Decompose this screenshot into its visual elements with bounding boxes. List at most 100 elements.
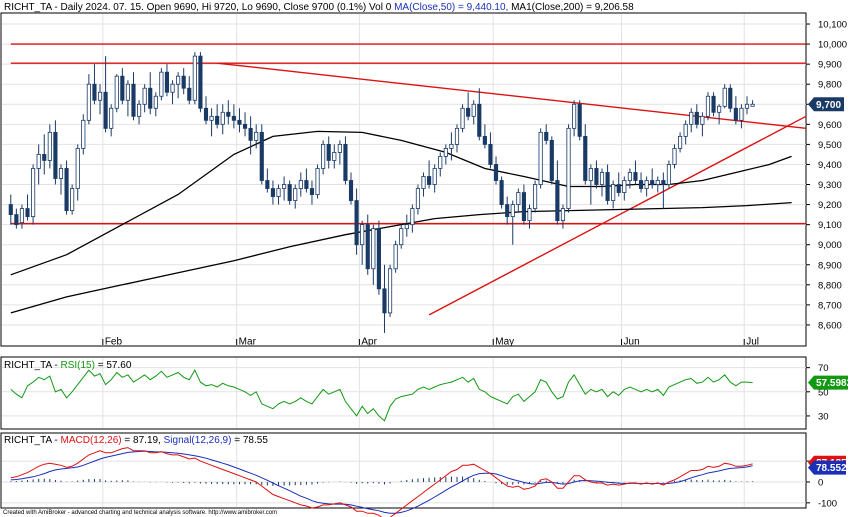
candle <box>36 144 41 185</box>
candle-body <box>432 168 437 185</box>
rsi-tick-label: 50 <box>818 387 829 398</box>
signal-last-tag-label: 78.552 <box>816 463 847 474</box>
candle <box>700 112 705 137</box>
candle-body <box>70 188 75 211</box>
candle-body <box>198 55 203 109</box>
candle-body <box>683 123 688 137</box>
candle <box>739 104 744 129</box>
candle <box>254 124 259 149</box>
candle <box>544 124 549 145</box>
rsi-value: = 57.60 <box>95 360 132 371</box>
candle-body <box>549 139 554 181</box>
candle-body <box>348 180 354 201</box>
rsi-series <box>10 369 753 422</box>
candle <box>549 136 554 185</box>
candle-body <box>315 168 320 195</box>
candle <box>410 204 415 233</box>
candle <box>125 80 130 117</box>
candle <box>399 224 404 249</box>
candle-body <box>438 156 443 169</box>
month-axis: Feb Mar Apr May Jun Jul <box>102 337 759 348</box>
candle <box>650 168 655 189</box>
candle-body <box>25 208 30 218</box>
price-last-tag-label: 9,700 <box>816 100 841 111</box>
candle <box>287 180 292 205</box>
month-label: Jun <box>624 337 640 348</box>
candle <box>404 214 409 237</box>
price-last-tag: 9,700 <box>808 97 844 112</box>
candle <box>198 52 203 113</box>
candle <box>382 264 387 333</box>
candle-body <box>19 208 25 224</box>
candle <box>443 144 448 165</box>
price-tick-label: 8,700 <box>818 300 842 311</box>
candle-body <box>53 131 58 179</box>
rsi-header: RICHT_TA - RSI(15) = 57.60 <box>4 360 132 371</box>
candle-body <box>650 180 655 185</box>
candle <box>532 180 538 213</box>
candle-body <box>560 208 566 222</box>
candle-body <box>64 168 69 211</box>
candle-body <box>153 95 158 109</box>
candle <box>644 176 649 197</box>
candle <box>348 172 354 205</box>
price-tick-label: 8,600 <box>818 320 842 331</box>
signal-value: = 78.55 <box>231 435 268 446</box>
macd-gridlines <box>2 460 806 504</box>
candle <box>488 132 493 169</box>
candle <box>75 144 80 201</box>
price-interval: Daily 2024. 07. 15. <box>61 2 144 13</box>
candle <box>343 136 348 185</box>
candle <box>360 220 365 265</box>
candle <box>181 68 186 95</box>
price-tick-label: 9,400 <box>818 160 842 171</box>
candle-body <box>722 87 727 107</box>
candle <box>64 160 69 215</box>
candle <box>438 152 443 177</box>
candle <box>242 112 248 137</box>
macd-panel-frame <box>0 432 807 509</box>
candle <box>176 72 181 99</box>
price-tick-label: 10,100 <box>818 20 847 31</box>
macd-tick-label: -100 <box>818 498 837 509</box>
candle <box>672 144 677 169</box>
candle <box>627 168 632 189</box>
candle-body <box>226 111 231 117</box>
month-label: Jul <box>746 337 759 348</box>
candle-body <box>493 164 499 181</box>
candle-body <box>622 180 627 193</box>
candle-body <box>566 127 571 209</box>
candle <box>270 180 276 205</box>
candle-body <box>237 119 242 125</box>
candle-body <box>136 103 142 117</box>
candle-body <box>164 71 170 93</box>
candle <box>521 184 526 225</box>
candle <box>304 168 309 193</box>
ma200-label: MA1(Close,200) = 9,206.58 <box>511 2 634 13</box>
candle <box>678 132 683 153</box>
candle-body <box>86 83 91 121</box>
candle <box>31 164 36 225</box>
macd-value: = 87.19, <box>122 435 161 446</box>
candle-body <box>298 180 303 189</box>
candle-body <box>343 143 348 181</box>
candle <box>555 160 560 225</box>
candle-body <box>471 103 476 117</box>
rsi-name: RSI(15) <box>61 360 95 371</box>
candle <box>14 208 19 229</box>
candle <box>282 176 287 201</box>
rsi-separator: - <box>52 360 61 371</box>
candle-body <box>460 107 465 129</box>
candle-body <box>449 143 454 149</box>
candle-body <box>293 188 298 201</box>
candle <box>203 96 209 125</box>
month-label: Apr <box>361 337 377 348</box>
candle-body <box>321 143 326 169</box>
candle <box>136 100 142 125</box>
price-tick-label: 8,800 <box>818 280 842 291</box>
candle-body <box>187 87 192 101</box>
candle <box>321 140 326 175</box>
candle-body <box>265 180 270 189</box>
candle-body <box>58 168 64 179</box>
